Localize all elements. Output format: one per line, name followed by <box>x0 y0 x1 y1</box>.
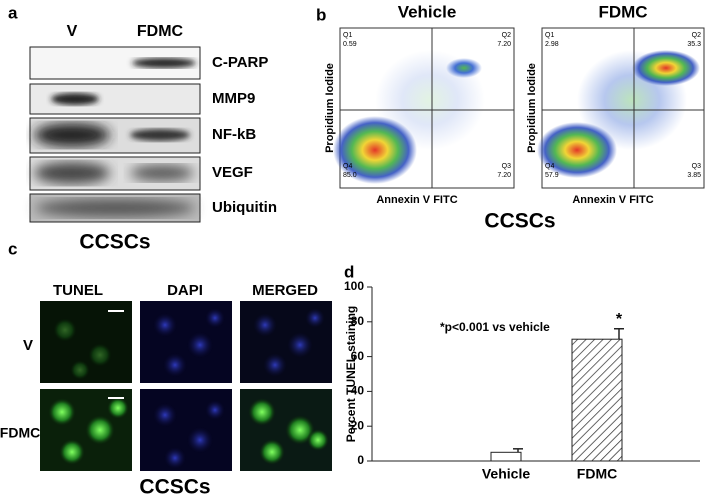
cells <box>153 308 325 469</box>
band <box>35 199 195 217</box>
x-axis-label: Annexin V FITC <box>572 194 653 206</box>
quadrant-name: Q1 <box>545 32 554 39</box>
quadrant-value: 2.98 <box>545 41 559 48</box>
x-tick-label: FDMC <box>577 466 617 482</box>
density <box>632 50 700 86</box>
band <box>34 123 110 147</box>
caption: CCSCs <box>79 231 150 254</box>
protein-label: C-PARP <box>212 54 268 71</box>
y-tick-label: 60 <box>351 349 365 363</box>
caption: CCSCs <box>139 476 210 498</box>
x-axis-label: Annexin V FITC <box>376 194 457 206</box>
quadrant-name: Q3 <box>692 163 701 170</box>
bar <box>490 451 522 462</box>
panel-letter: c <box>8 239 17 258</box>
band <box>51 93 99 105</box>
quadrant-value: 35.3 <box>687 41 701 48</box>
cells <box>53 318 112 380</box>
quadrant-value: 0.59 <box>343 41 357 48</box>
y-axis-label: Percent TUNEL staining <box>344 306 358 442</box>
panel-letter: a <box>8 3 18 22</box>
quadrant-name: Q2 <box>692 32 701 39</box>
panel-d: d Percent TUNEL staining *p<0.001 vs veh… <box>344 262 700 482</box>
row-label: V <box>23 337 33 354</box>
panel-b: b Vehicle Q1 0.59 Q2 7.20 Q3 7.20 Q4 85.0 Annexin… <box>316 2 705 233</box>
column-label: TUNEL <box>53 282 103 299</box>
quadrant-value: 7.20 <box>497 172 511 179</box>
plot-title: FDMC <box>598 2 647 21</box>
quadrant-name: Q3 <box>502 163 511 170</box>
column-label: DAPI <box>167 282 203 299</box>
panel-letter: b <box>316 5 326 24</box>
protein-label: Ubiquitin <box>212 199 277 216</box>
protein-label: VEGF <box>212 164 253 181</box>
y-tick-label: 80 <box>351 314 365 328</box>
y-axis-label: Propidium Iodide <box>526 63 538 153</box>
quadrant-name: Q4 <box>545 163 554 170</box>
micrographs <box>40 301 332 471</box>
y-tick-label: 40 <box>351 384 365 398</box>
y-tick-label: 20 <box>351 418 365 432</box>
flow-plots: Vehicle Q1 0.59 Q2 7.20 Q3 7.20 Q4 85.0 Annexin V… <box>324 2 705 206</box>
lane-label: FDMC <box>137 23 184 40</box>
band <box>130 165 194 181</box>
y-tick-label: 100 <box>344 279 364 293</box>
y-tick-label: 0 <box>357 453 364 467</box>
row-label: FDMC <box>0 425 40 441</box>
panel-a: a V FDMC C-PARP MMP9 NF-kB VEGF Ubiquiti… <box>8 3 277 253</box>
quadrant-name: Q1 <box>343 32 352 39</box>
quadrant-name: Q2 <box>502 32 511 39</box>
cells <box>48 397 329 465</box>
x-tick-label: Vehicle <box>482 466 530 482</box>
panel-letter: d <box>344 262 354 281</box>
density <box>446 58 482 78</box>
quadrant-value: 7.20 <box>497 41 511 48</box>
protein-label: NF-kB <box>212 126 256 143</box>
lane-label: V <box>67 23 78 40</box>
band <box>130 129 190 141</box>
quadrant-name: Q4 <box>343 163 352 170</box>
annotation: *p<0.001 vs vehicle <box>440 320 550 334</box>
column-label: MERGED <box>252 282 318 299</box>
band <box>34 162 110 184</box>
y-axis-label: Propidium Iodide <box>324 63 336 153</box>
significance-label: * <box>616 311 623 328</box>
quadrant-value: 85.0 <box>343 172 357 179</box>
band <box>132 58 196 68</box>
caption: CCSCs <box>484 210 555 233</box>
quadrant-value: 3.85 <box>687 172 701 179</box>
plot-title: Vehicle <box>398 2 457 21</box>
panel-c: c TUNEL DAPI MERGED V FDMC CCSCs <box>0 239 332 499</box>
quadrant-value: 57.9 <box>545 172 559 179</box>
bands <box>34 58 196 217</box>
protein-label: MMP9 <box>212 90 255 107</box>
bar <box>571 338 623 462</box>
